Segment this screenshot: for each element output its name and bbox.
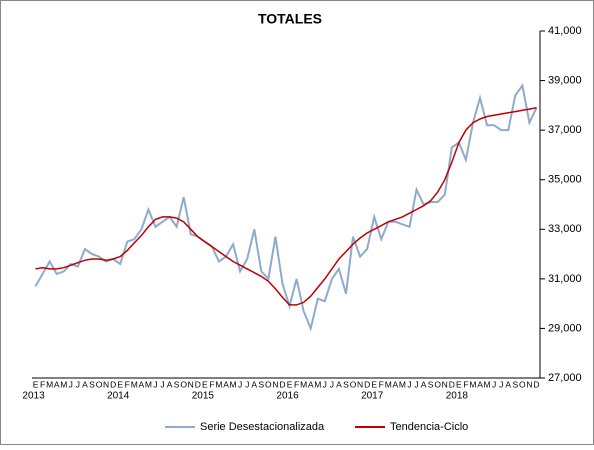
x-tick-label: N [103, 379, 109, 389]
series-line [35, 107, 537, 306]
x-tick-label: F [294, 379, 299, 389]
y-tick-label: 29,000 [548, 322, 582, 334]
x-tick-label: M [469, 379, 476, 389]
series-line [34, 83, 538, 332]
x-tick-label: F [379, 379, 384, 389]
x-tick-label: A [223, 379, 229, 389]
x-tick-label: M [145, 379, 152, 389]
legend-label: Tendencia-Ciclo [390, 421, 468, 433]
x-tick-label: E [287, 379, 293, 389]
x-tick-label: M [60, 379, 67, 389]
y-tick-label: 41,000 [548, 25, 582, 37]
x-tick-label: N [188, 379, 194, 389]
x-tick-label: O [96, 379, 103, 389]
x-tick-label: E [371, 379, 377, 389]
year-label: 2018 [446, 391, 469, 402]
x-tick-label: S [428, 379, 434, 389]
x-tick-label: O [350, 379, 357, 389]
x-tick-label: F [209, 379, 214, 389]
x-tick-label: E [117, 379, 123, 389]
x-tick-label: M [399, 379, 406, 389]
legend-label: Serie Desestacionalizada [200, 421, 325, 433]
year-label: 2014 [107, 391, 130, 402]
x-tick-label: E [456, 379, 462, 389]
x-tick-label: M [46, 379, 53, 389]
x-tick-label: N [272, 379, 278, 389]
x-tick-label: S [174, 379, 180, 389]
x-tick-label: A [251, 379, 257, 389]
x-tick-label: J [407, 379, 411, 389]
x-tick-label: J [153, 379, 157, 389]
x-tick-label: J [414, 379, 418, 389]
x-tick-label: A [505, 379, 511, 389]
x-tick-label: S [512, 379, 518, 389]
x-tick-label: A [421, 379, 427, 389]
x-tick-label: J [160, 379, 164, 389]
x-tick-label: M [484, 379, 491, 389]
x-tick-label: A [336, 379, 342, 389]
y-tick-label: 31,000 [548, 273, 582, 285]
chart-title: TOTALES [258, 11, 322, 27]
x-tick-label: E [202, 379, 208, 389]
x-tick-label: M [215, 379, 222, 389]
x-tick-label: D [533, 379, 539, 389]
x-tick-label: F [125, 379, 130, 389]
x-tick-label: J [499, 379, 503, 389]
y-tick-label: 37,000 [548, 124, 582, 136]
y-tick-label: 39,000 [548, 74, 582, 86]
x-tick-label: A [82, 379, 88, 389]
x-tick-label: N [526, 379, 532, 389]
x-tick-label: J [492, 379, 496, 389]
x-tick-label: F [463, 379, 468, 389]
x-tick-label: S [258, 379, 264, 389]
x-tick-label: J [76, 379, 80, 389]
x-tick-label: N [442, 379, 448, 389]
x-tick-label: O [265, 379, 272, 389]
x-tick-label: M [314, 379, 321, 389]
x-tick-label: J [69, 379, 73, 389]
x-tick-label: O [180, 379, 187, 389]
x-tick-label: D [279, 379, 285, 389]
y-tick-label: 27,000 [548, 372, 582, 384]
x-tick-label: M [300, 379, 307, 389]
x-tick-label: F [40, 379, 45, 389]
x-tick-label: E [33, 379, 39, 389]
x-tick-label: D [110, 379, 116, 389]
x-tick-label: O [434, 379, 441, 389]
year-label: 2015 [192, 391, 215, 402]
x-tick-label: M [385, 379, 392, 389]
x-tick-label: O [519, 379, 526, 389]
year-label: 2013 [22, 391, 45, 402]
y-tick-label: 33,000 [548, 223, 582, 235]
y-tick-label: 35,000 [548, 174, 582, 186]
x-tick-label: M [131, 379, 138, 389]
x-tick-label: J [330, 379, 334, 389]
year-label: 2016 [276, 391, 299, 402]
x-tick-label: S [89, 379, 95, 389]
x-tick-label: J [238, 379, 242, 389]
x-tick-label: A [393, 379, 399, 389]
x-tick-label: D [449, 379, 455, 389]
x-tick-label: D [195, 379, 201, 389]
x-tick-label: A [308, 379, 314, 389]
x-tick-label: J [323, 379, 327, 389]
year-label: 2017 [361, 391, 384, 402]
x-tick-label: A [54, 379, 60, 389]
x-tick-label: N [357, 379, 363, 389]
x-tick-label: M [230, 379, 237, 389]
x-tick-label: J [245, 379, 249, 389]
x-tick-label: A [477, 379, 483, 389]
x-tick-label: A [139, 379, 145, 389]
x-tick-label: S [343, 379, 349, 389]
x-tick-label: D [364, 379, 370, 389]
x-tick-label: A [167, 379, 173, 389]
